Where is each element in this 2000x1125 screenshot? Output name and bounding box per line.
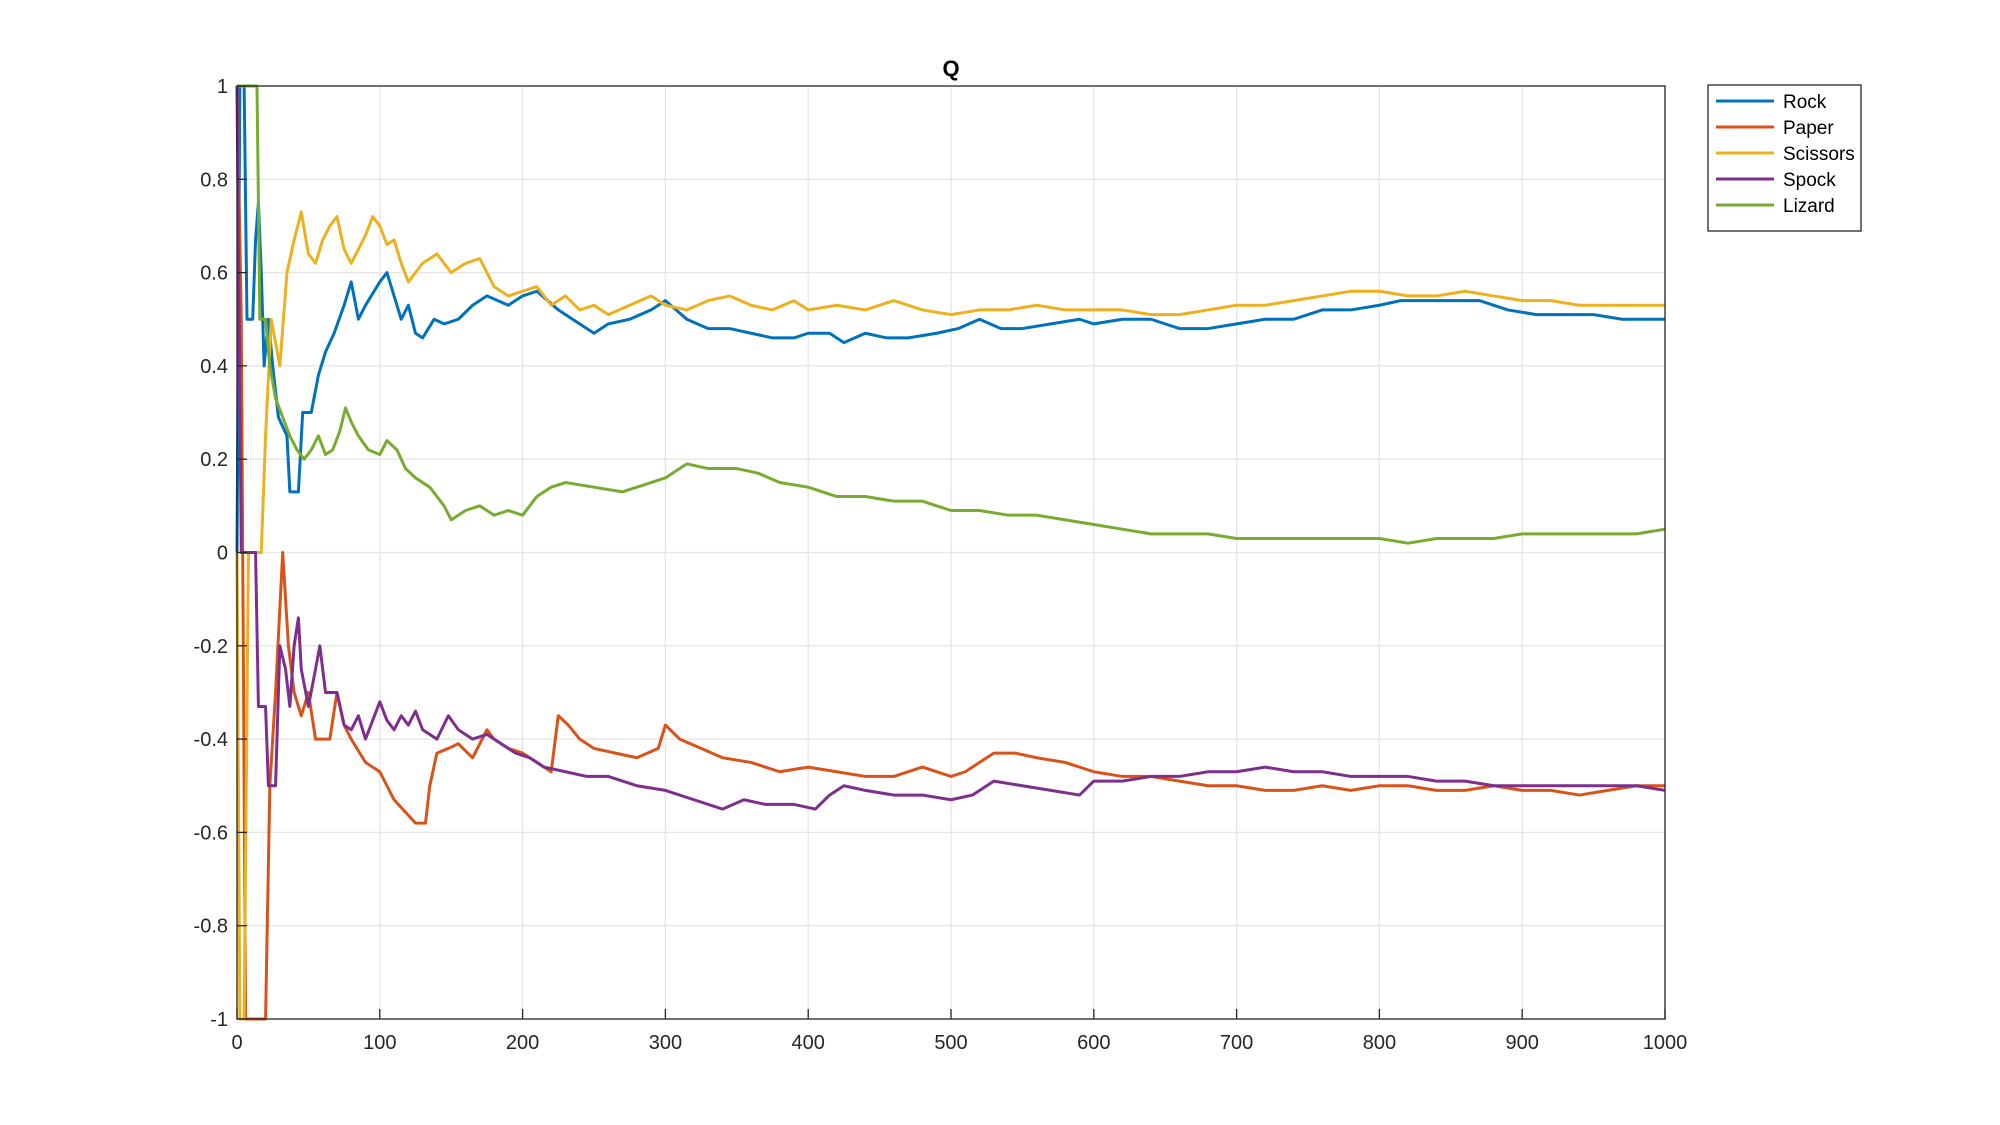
legend-label-paper: Paper [1783,118,1834,139]
series-line-scissors [235,210,1665,1021]
y-tick-label: 0.2 [200,449,228,471]
y-tick-label: -0.2 [194,636,228,658]
x-axis-ticks: 0 100 200 300 400 500 600 700 800 900 1000 [231,1009,1687,1054]
y-tick-label: 0 [217,543,228,565]
series-line-spock [235,85,1666,811]
x-tick-label: 100 [363,1032,396,1054]
legend-label-spock: Spock [1783,170,1836,191]
y-tick-label: -0.4 [194,729,228,751]
series-layer [235,84,1666,1021]
x-tick-label: 700 [1220,1032,1253,1054]
x-tick-label: 200 [506,1032,539,1054]
x-tick-label: 500 [934,1032,967,1054]
x-tick-label: 600 [1077,1032,1110,1054]
x-tick-label: 400 [792,1032,825,1054]
y-tick-label: 0.6 [200,263,228,285]
legend-box [1707,84,1862,232]
plot-area: 0 100 200 300 400 500 600 700 800 900 1000 -1-0.8-… [194,76,1688,1054]
legend-label-rock: Rock [1783,92,1827,113]
x-tick-label: 900 [1506,1032,1539,1054]
x-tick-label: 800 [1363,1032,1396,1054]
x-tick-label: 300 [649,1032,682,1054]
y-tick-label: 0.4 [200,356,228,378]
y-tick-label: -0.8 [194,916,228,938]
y-tick-label: -0.6 [194,822,228,844]
x-tick-label: 1000 [1643,1032,1688,1054]
series-line-paper [235,85,1665,1021]
series-line-rock [235,84,1665,553]
x-tick-label: 0 [231,1032,242,1054]
chart-title: Q [942,56,959,81]
legend: Rock Paper Scissors Spock Lizard [1707,84,1862,232]
y-axis-ticks: -1 -0.8 -0.6 -0.4 -0.2 0 0.2 0.4 0.6 0.8 1 [194,76,247,1031]
y-tick-label: 1 [217,76,228,98]
y-tick-label: -1 [210,1009,228,1031]
series-line-lizard [237,84,1666,545]
y-tick-label: 0.8 [200,169,228,191]
legend-label-scissors: Scissors [1783,144,1855,165]
legend-label-lizard: Lizard [1783,196,1835,217]
